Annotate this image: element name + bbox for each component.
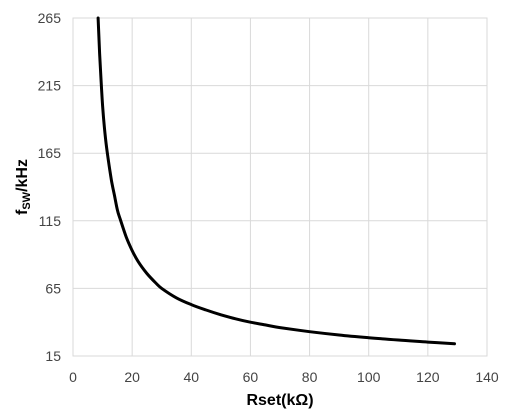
- y-tick-labels: 15 65 115 165 215 265: [38, 10, 62, 364]
- x-tick-label: 40: [183, 369, 199, 385]
- x-tick-label: 100: [357, 369, 381, 385]
- y-axis-title-main: f: [14, 209, 31, 215]
- series-line: [96, 16, 456, 346]
- x-axis-title: Rset(kΩ): [246, 392, 313, 409]
- x-tick-label: 20: [124, 369, 140, 385]
- x-tick-label: 140: [475, 369, 499, 385]
- x-tick-label: 80: [302, 369, 318, 385]
- x-tick-label: 120: [416, 369, 440, 385]
- grid-lines: [72, 17, 488, 357]
- y-tick-label: 165: [38, 145, 62, 161]
- y-axis-title: fSW/kHz: [14, 159, 33, 215]
- plot-area: [72, 17, 488, 357]
- y-tick-label: 115: [39, 213, 62, 229]
- x-tick-labels: 0 20 40 60 80 100 120 140: [69, 369, 499, 385]
- y-tick-label: 215: [38, 78, 62, 94]
- y-axis-title-unit: /kHz: [14, 159, 31, 192]
- x-tick-label: 0: [69, 369, 77, 385]
- y-tick-label: 265: [38, 10, 62, 26]
- y-tick-label: 15: [45, 348, 61, 364]
- y-axis-title-subscript: SW: [21, 191, 33, 209]
- y-tick-label: 65: [45, 280, 61, 296]
- x-tick-label: 60: [243, 369, 259, 385]
